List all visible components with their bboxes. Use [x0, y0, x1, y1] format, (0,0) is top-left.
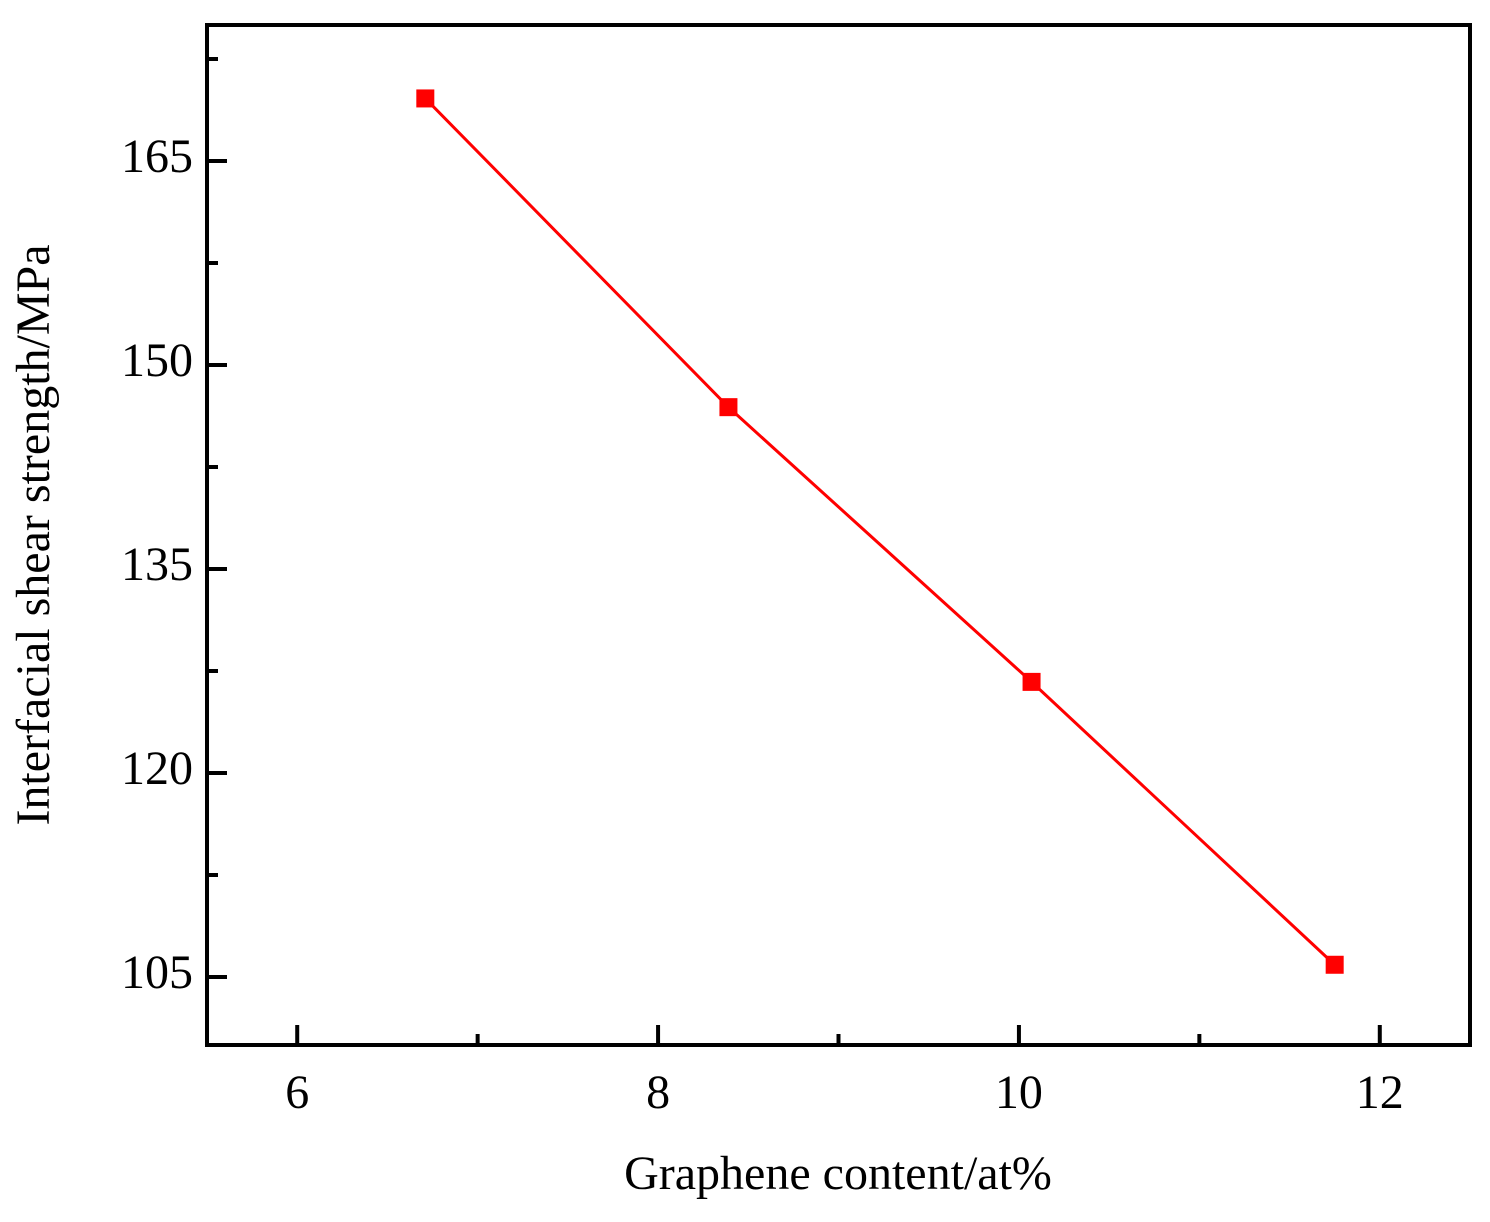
- y-tick-label: 150: [121, 334, 193, 387]
- y-axis-label: Interfacial shear strength/MPa: [7, 244, 60, 825]
- data-point: [1325, 955, 1344, 974]
- y-tick-label: 165: [121, 130, 193, 183]
- y-tick-label: 120: [121, 742, 193, 795]
- plot-frame: [205, 23, 1472, 1047]
- x-axis-label: Graphene content/at%: [624, 1147, 1052, 1200]
- x-tick-label: 12: [1356, 1066, 1404, 1119]
- x-tick-label: 8: [646, 1066, 670, 1119]
- x-tick-label: 6: [285, 1066, 309, 1119]
- x-tick-label: 10: [995, 1066, 1043, 1119]
- y-tick-label: 135: [121, 538, 193, 591]
- y-tick-label: 105: [121, 946, 193, 999]
- series-line: [424, 97, 1336, 966]
- data-point: [1022, 672, 1041, 691]
- data-point: [719, 398, 738, 417]
- data-point: [416, 89, 435, 108]
